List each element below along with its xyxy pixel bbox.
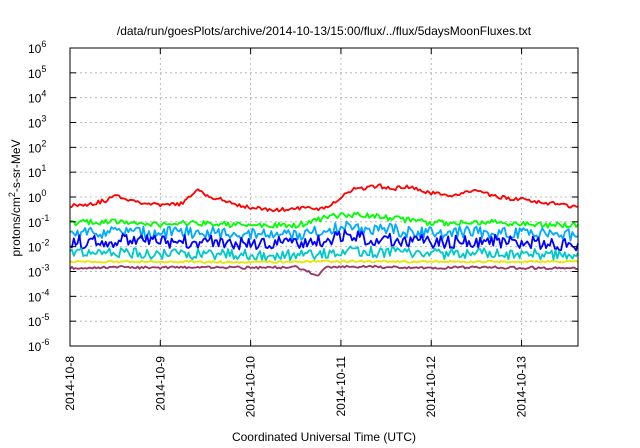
series-line (69, 211, 579, 229)
x-ticks: 2014-10-8 2014-10-9 2014-10-10 2014-10-11 20… (63, 48, 529, 417)
chart-title: /data/run/goesPlots/archive/2014-10-13/1… (117, 24, 532, 38)
series-line (69, 183, 579, 213)
y-tick-label: 103 (28, 114, 46, 131)
y-tick-label: 10-4 (28, 287, 49, 304)
y-tick-label: 10-6 (28, 337, 49, 354)
y-tick-label: 10-5 (28, 312, 49, 329)
x-tick-label: 2014-10-13 (515, 356, 529, 418)
y-tick-label: 106 (28, 39, 46, 56)
x-tick-label: 2014-10-10 (244, 356, 258, 418)
x-tick-label: 2014-10-8 (63, 356, 77, 411)
series-line (69, 220, 579, 242)
x-tick-label: 2014-10-12 (424, 356, 438, 418)
y-tick-label: 105 (28, 64, 46, 81)
y-tick-label: 101 (28, 163, 46, 180)
x-tick-label: 2014-10-9 (153, 356, 167, 411)
series-line (69, 245, 579, 262)
y-tick-label: 10-3 (28, 263, 49, 280)
y-tick-label: 102 (28, 138, 46, 155)
series-line (69, 264, 579, 277)
y-tick-label: 10-2 (28, 238, 49, 255)
y-tick-label: 100 (28, 188, 46, 205)
series-line (69, 259, 579, 264)
series-group (69, 183, 579, 277)
y-tick-label: 104 (28, 89, 46, 106)
y-tick-label: 10-1 (28, 213, 49, 230)
x-tick-label: 2014-10-11 (334, 356, 348, 417)
y-ticks: 10-6 10-5 10-4 10-3 10-2 10-1 100 101 102 103 104 1… (28, 39, 578, 354)
y-axis-label: protons/cm2-s-sr-MeV (7, 139, 23, 256)
x-axis-label: Coordinated Universal Time (UTC) (232, 430, 416, 444)
series-line (69, 229, 579, 252)
